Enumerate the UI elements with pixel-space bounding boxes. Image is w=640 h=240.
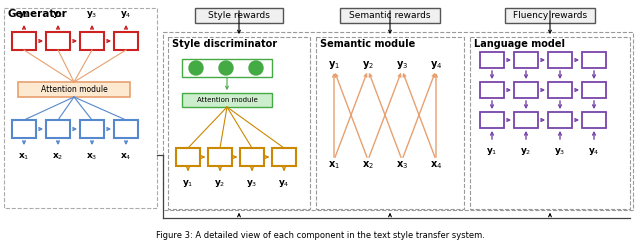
FancyBboxPatch shape: [80, 32, 104, 50]
Text: Semantic module: Semantic module: [320, 39, 415, 49]
Text: Fluency rewards: Fluency rewards: [513, 11, 587, 20]
FancyBboxPatch shape: [316, 37, 464, 209]
Text: y$_2$: y$_2$: [214, 178, 226, 189]
Text: x$_2$: x$_2$: [362, 159, 374, 171]
Text: x$_4$: x$_4$: [430, 159, 442, 171]
Text: y$_1$: y$_1$: [19, 9, 29, 20]
Text: Language model: Language model: [474, 39, 565, 49]
FancyBboxPatch shape: [470, 37, 630, 209]
Text: y$_1$: y$_1$: [328, 59, 340, 71]
Text: y$_3$: y$_3$: [86, 9, 98, 20]
Text: y$_1$: y$_1$: [486, 146, 498, 157]
FancyBboxPatch shape: [46, 32, 70, 50]
Text: y$_2$: y$_2$: [362, 59, 374, 71]
Circle shape: [219, 61, 233, 75]
FancyBboxPatch shape: [114, 120, 138, 138]
Text: Generator: Generator: [7, 9, 67, 19]
Text: x$_1$: x$_1$: [328, 159, 340, 171]
FancyBboxPatch shape: [4, 8, 157, 208]
FancyBboxPatch shape: [480, 82, 504, 98]
FancyBboxPatch shape: [168, 37, 310, 209]
Text: Attention module: Attention module: [196, 97, 257, 103]
Text: Semantic rewards: Semantic rewards: [349, 11, 431, 20]
FancyBboxPatch shape: [46, 120, 70, 138]
FancyBboxPatch shape: [12, 32, 36, 50]
FancyBboxPatch shape: [114, 32, 138, 50]
FancyBboxPatch shape: [195, 8, 283, 23]
Text: y$_1$: y$_1$: [182, 178, 194, 189]
Text: x$_4$: x$_4$: [120, 152, 132, 162]
FancyBboxPatch shape: [548, 52, 572, 68]
FancyBboxPatch shape: [18, 82, 130, 97]
FancyBboxPatch shape: [582, 52, 606, 68]
FancyBboxPatch shape: [582, 82, 606, 98]
Text: y$_4$: y$_4$: [430, 59, 442, 71]
FancyBboxPatch shape: [240, 148, 264, 166]
Text: y$_4$: y$_4$: [278, 178, 290, 189]
FancyBboxPatch shape: [514, 52, 538, 68]
Circle shape: [189, 61, 203, 75]
Text: y$_2$: y$_2$: [52, 9, 64, 20]
Text: y$_3$: y$_3$: [246, 178, 258, 189]
Text: y$_2$: y$_2$: [520, 146, 532, 157]
Text: y$_4$: y$_4$: [120, 9, 132, 20]
FancyBboxPatch shape: [480, 52, 504, 68]
FancyBboxPatch shape: [340, 8, 440, 23]
Text: Figure 3: A detailed view of each component in the text style transfer system.: Figure 3: A detailed view of each compon…: [156, 230, 484, 240]
Text: y$_4$: y$_4$: [588, 146, 600, 157]
FancyBboxPatch shape: [480, 112, 504, 128]
FancyBboxPatch shape: [548, 82, 572, 98]
FancyBboxPatch shape: [505, 8, 595, 23]
Text: y$_3$: y$_3$: [554, 146, 566, 157]
FancyBboxPatch shape: [272, 148, 296, 166]
FancyBboxPatch shape: [208, 148, 232, 166]
Text: y$_3$: y$_3$: [396, 59, 408, 71]
FancyBboxPatch shape: [582, 112, 606, 128]
FancyBboxPatch shape: [163, 32, 633, 210]
FancyBboxPatch shape: [548, 112, 572, 128]
FancyBboxPatch shape: [12, 120, 36, 138]
Text: x$_3$: x$_3$: [86, 152, 98, 162]
FancyBboxPatch shape: [80, 120, 104, 138]
FancyBboxPatch shape: [514, 82, 538, 98]
FancyBboxPatch shape: [514, 112, 538, 128]
Circle shape: [249, 61, 263, 75]
FancyBboxPatch shape: [176, 148, 200, 166]
Text: Style discriminator: Style discriminator: [172, 39, 277, 49]
Text: x$_2$: x$_2$: [52, 152, 63, 162]
Text: Attention module: Attention module: [40, 85, 108, 94]
FancyBboxPatch shape: [182, 93, 272, 107]
Text: Style rewards: Style rewards: [208, 11, 270, 20]
Text: x$_1$: x$_1$: [19, 152, 29, 162]
Text: x$_3$: x$_3$: [396, 159, 408, 171]
